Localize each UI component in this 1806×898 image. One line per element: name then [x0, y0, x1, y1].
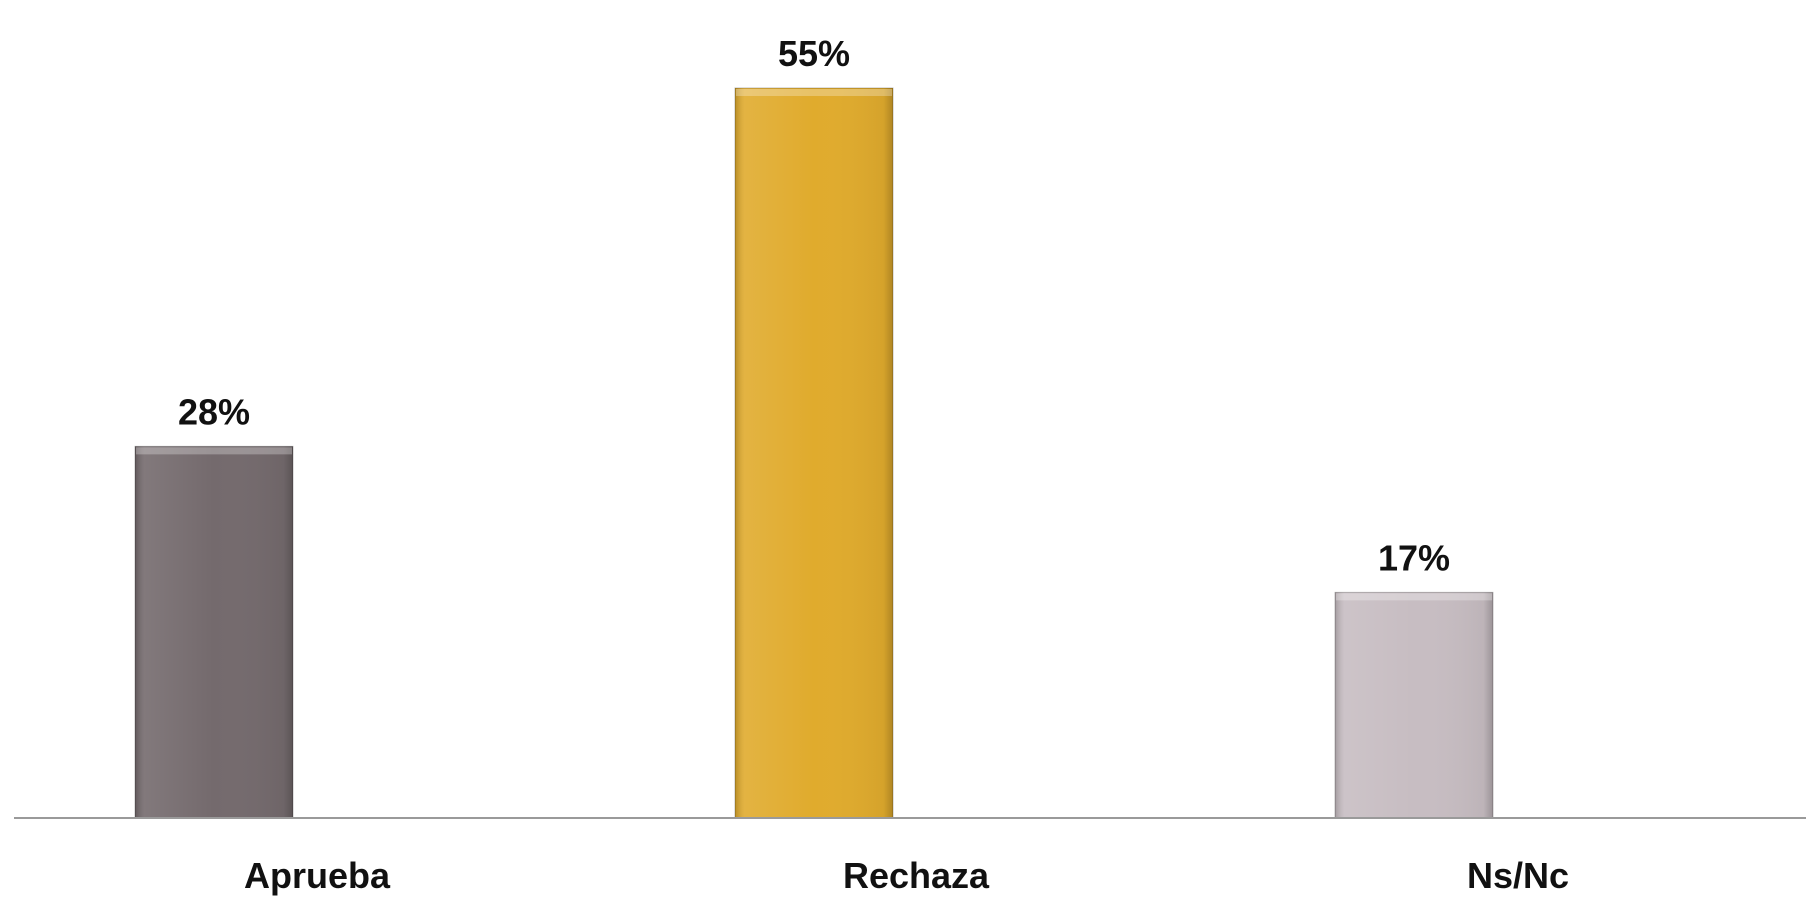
- bar-bevel-side-rechaza: [735, 88, 893, 818]
- x-tick-label-ns-nc: Ns/Nc: [1467, 855, 1569, 896]
- x-tick-label-rechaza: Rechaza: [843, 855, 990, 896]
- bar-aprueba: [134, 445, 294, 819]
- bars-group: [134, 87, 1494, 819]
- bar-bevel-top-ns-nc: [1336, 593, 1492, 601]
- bar-rechaza: [734, 87, 894, 819]
- bar-bevel-top-rechaza: [736, 89, 892, 96]
- x-tick-label-aprueba: Aprueba: [244, 855, 391, 896]
- value-labels-group: 28% 55% 17%: [178, 33, 1450, 578]
- data-label-ns-nc: 17%: [1378, 537, 1450, 578]
- bar-bevel-top-aprueba: [136, 447, 292, 455]
- bar-ns-nc: [1334, 591, 1494, 819]
- bar-bevel-side-ns-nc: [1335, 592, 1493, 818]
- data-label-aprueba: 28%: [178, 391, 250, 432]
- data-label-rechaza: 55%: [778, 33, 850, 74]
- category-labels-group: Aprueba Rechaza Ns/Nc: [244, 855, 1569, 896]
- bar-bevel-side-aprueba: [135, 446, 293, 818]
